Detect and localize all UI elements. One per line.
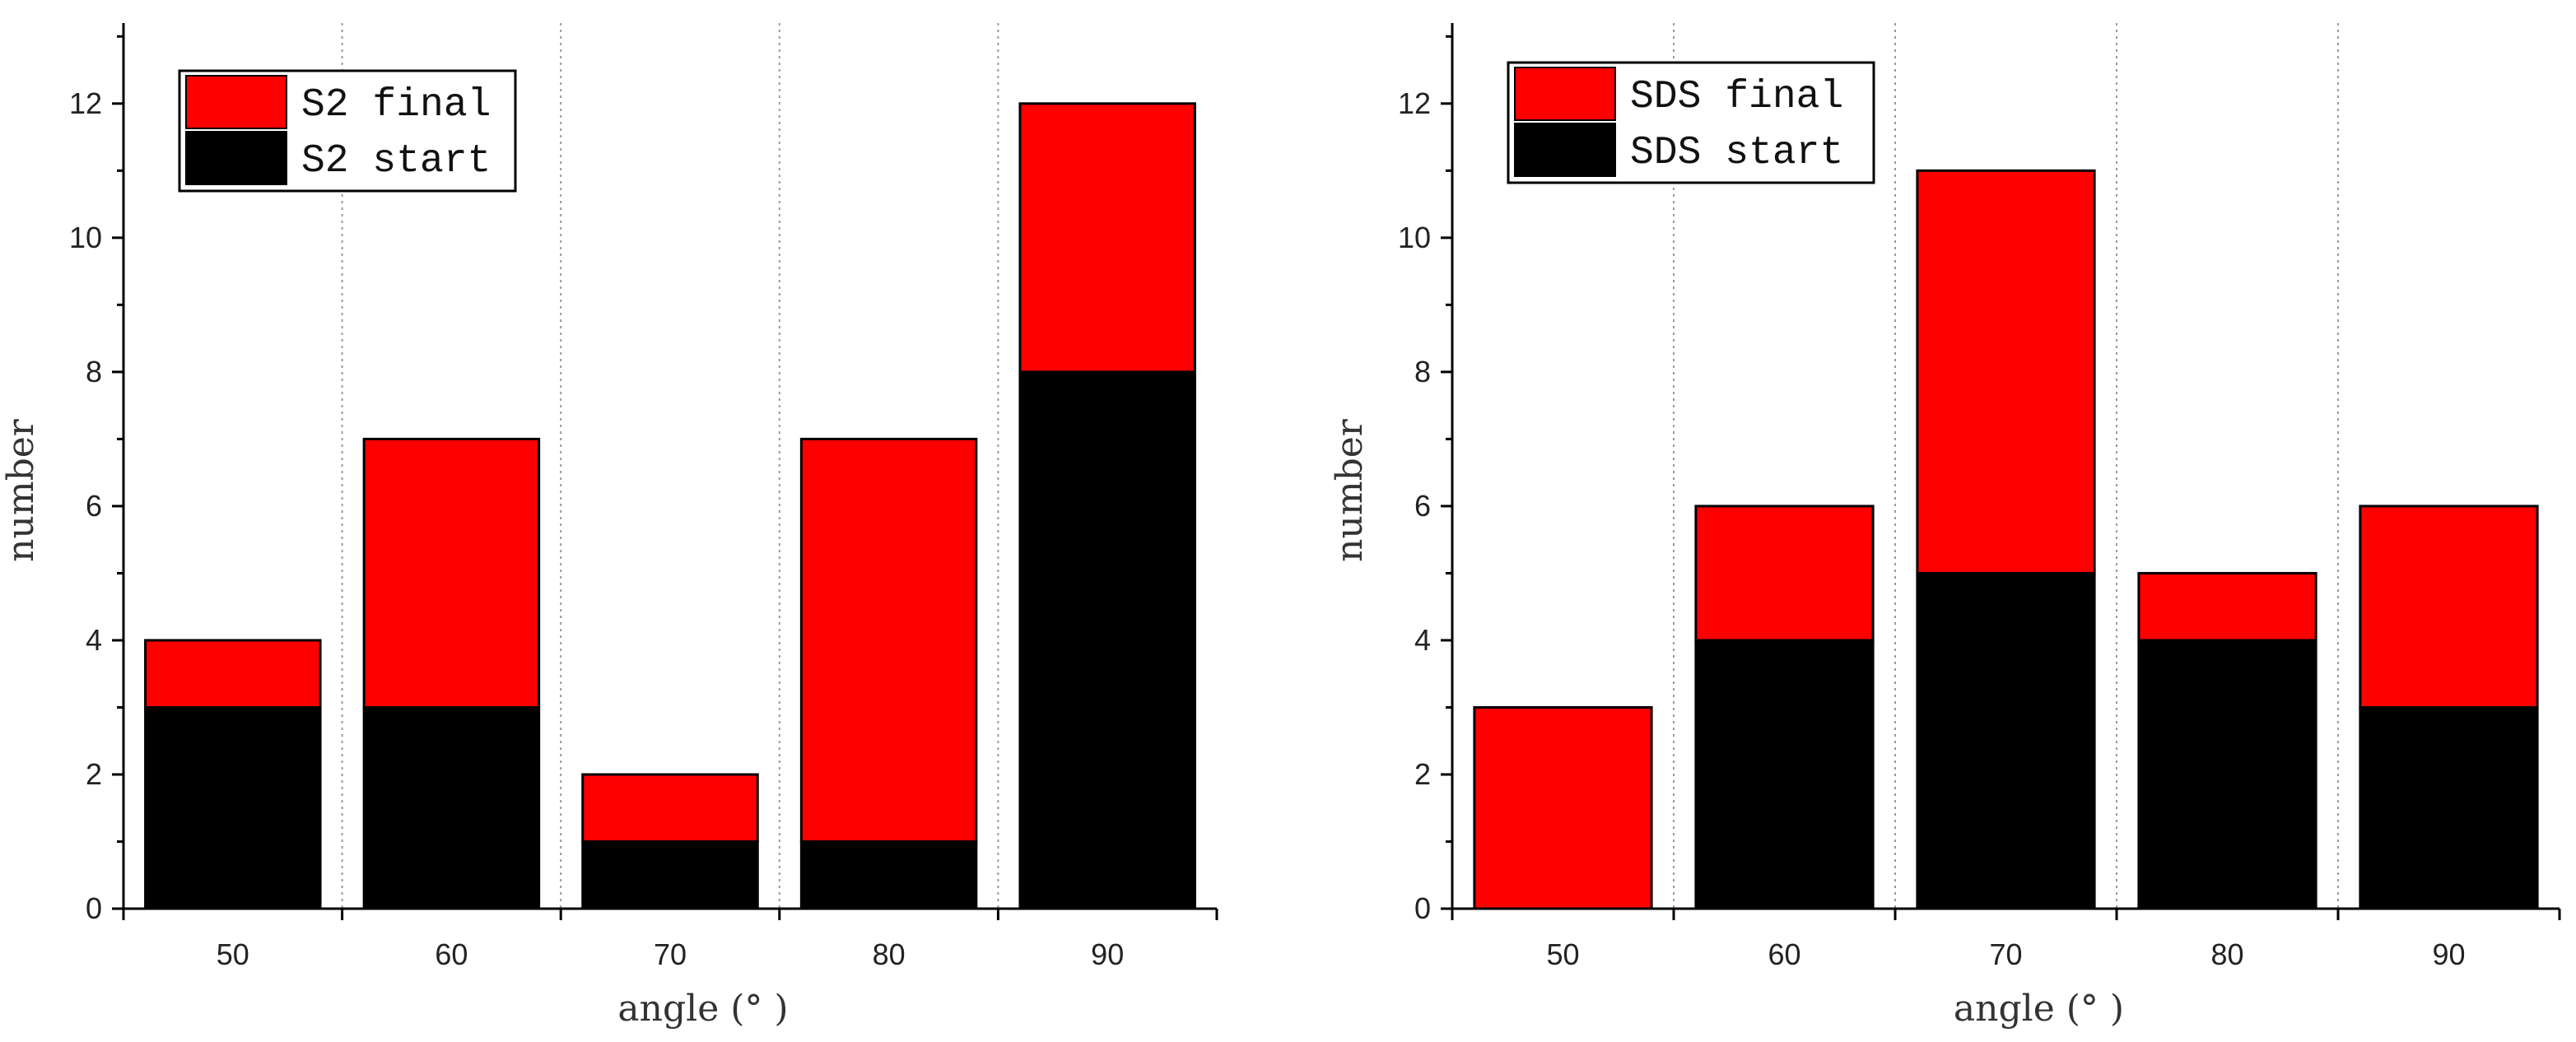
y-tick-label: 12 (69, 86, 102, 120)
bar-s2-start-80 (799, 840, 978, 910)
bar-sds-final-50 (1473, 705, 1653, 910)
bar-s2-final-70 (581, 773, 759, 843)
bar-sds-start-60 (1694, 639, 1875, 910)
y-axis-title: number (1329, 418, 1371, 562)
bar-s2-final-50 (144, 639, 322, 709)
y-tick-label: 2 (86, 757, 102, 791)
bar-s2-start-60 (362, 705, 541, 910)
x-axis-title: angle (° ) (1954, 988, 2124, 1030)
y-tick-label: 12 (1398, 86, 1431, 120)
y-tick-label: 0 (1414, 891, 1431, 925)
x-tick-label: 70 (1989, 937, 2022, 971)
y-tick-label: 4 (1414, 623, 1431, 657)
bar-sds-start-90 (2359, 705, 2539, 910)
y-tick-label: 6 (1414, 489, 1431, 523)
y-axis-title: number (0, 418, 42, 562)
legend-label: S2 final (301, 83, 491, 128)
chart-panel-s2: 0 2 4 6 8 10 12 50 60 70 80 90 angle (° ) number S2 fi… (0, 23, 1218, 1030)
y-tick-label: 2 (1414, 757, 1431, 791)
y-tick-label: 6 (86, 489, 102, 523)
legend-swatch (185, 131, 287, 185)
bar-sds-final-70 (1916, 169, 2096, 574)
bar-sds-final-80 (2137, 571, 2317, 642)
bar-s2-start-50 (144, 705, 322, 910)
bar-sds-final-60 (1694, 505, 1875, 642)
y-tick-label: 8 (86, 355, 102, 388)
x-axis-title: angle (° ) (617, 988, 788, 1030)
legend-swatch (185, 75, 287, 129)
y-tick-label: 0 (86, 891, 102, 925)
x-tick-label: 60 (1768, 937, 1800, 971)
bar-sds-start-80 (2137, 639, 2317, 910)
x-tick-label: 50 (1546, 937, 1579, 971)
x-tick-label: 90 (1091, 937, 1124, 971)
y-tick-label: 8 (1414, 355, 1431, 388)
bar-s2-final-60 (362, 437, 541, 709)
legend-swatch (1514, 67, 1616, 121)
x-tick-label: 90 (2432, 937, 2465, 971)
bar-s2-final-80 (799, 437, 978, 843)
x-tick-label: 70 (654, 937, 687, 971)
bar-s2-start-90 (1018, 370, 1196, 910)
x-tick-label: 80 (873, 937, 906, 971)
legend-label: SDS start (1630, 131, 1843, 175)
bar-s2-final-90 (1018, 102, 1196, 374)
legend-swatch (1514, 123, 1616, 177)
y-tick-label: 4 (86, 623, 102, 657)
x-tick-label: 60 (435, 937, 468, 971)
y-tick-label: 10 (1398, 221, 1431, 254)
bar-sds-final-90 (2359, 505, 2539, 709)
bar-sds-start-70 (1916, 571, 2096, 910)
legend-label: SDS final (1630, 75, 1843, 119)
x-tick-label: 50 (217, 937, 249, 971)
bar-s2-start-70 (581, 840, 759, 910)
chart-panel-sds: 0 2 4 6 8 10 12 50 60 70 80 90 angle (° ) number SDS f… (1329, 23, 2561, 1030)
legend-label: S2 start (301, 139, 491, 184)
x-tick-label: 80 (2210, 937, 2243, 971)
y-tick-label: 10 (69, 221, 102, 254)
